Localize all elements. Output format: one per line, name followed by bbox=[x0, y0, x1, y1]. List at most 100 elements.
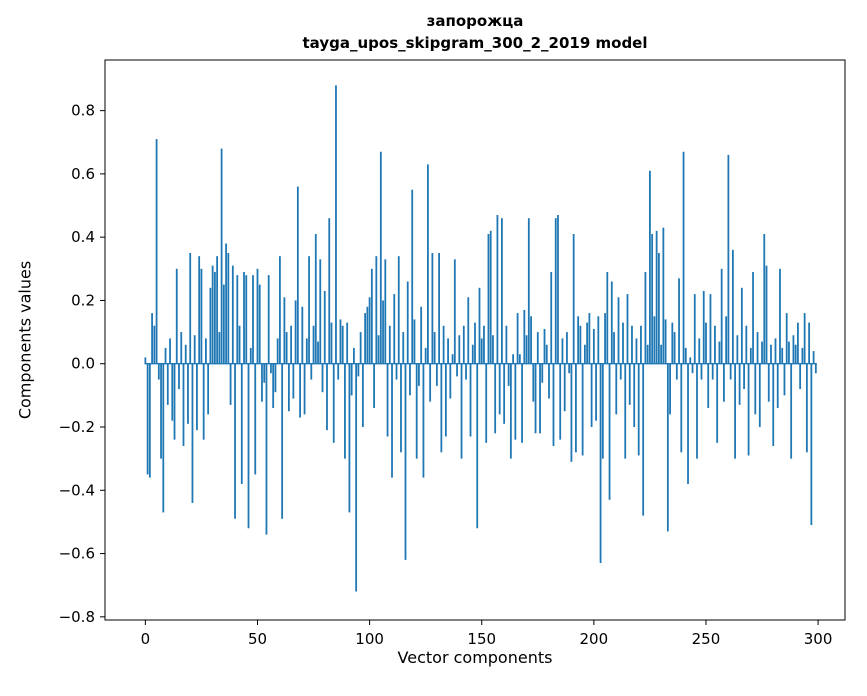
bar bbox=[453, 259, 456, 364]
bar bbox=[581, 363, 584, 456]
bar bbox=[388, 325, 391, 364]
bar bbox=[236, 275, 239, 364]
bar bbox=[619, 363, 622, 380]
bar bbox=[220, 148, 223, 364]
bar bbox=[599, 363, 602, 564]
bar bbox=[458, 335, 461, 364]
bar bbox=[743, 363, 745, 390]
bar bbox=[310, 363, 313, 380]
bar bbox=[375, 256, 378, 364]
bar bbox=[440, 363, 443, 453]
bar bbox=[487, 234, 490, 364]
bar bbox=[545, 344, 548, 364]
bar bbox=[182, 363, 185, 446]
bar-series bbox=[144, 85, 817, 592]
bar bbox=[761, 341, 763, 364]
bar bbox=[292, 363, 295, 399]
bar bbox=[814, 363, 817, 374]
bar bbox=[471, 344, 474, 364]
bar bbox=[740, 287, 743, 364]
bar bbox=[153, 325, 156, 364]
y-tick-label: 0.4 bbox=[71, 228, 95, 246]
bar bbox=[617, 297, 620, 364]
bar bbox=[649, 170, 651, 364]
x-tick-label: 200 bbox=[580, 630, 609, 648]
bar bbox=[294, 300, 297, 364]
bar bbox=[469, 363, 472, 437]
bar bbox=[444, 363, 447, 437]
bar bbox=[234, 363, 236, 519]
bar bbox=[166, 363, 169, 405]
x-tick-label: 50 bbox=[248, 630, 267, 648]
bar bbox=[438, 252, 441, 364]
x-tick-label: 0 bbox=[141, 630, 151, 648]
bar bbox=[509, 363, 512, 459]
y-tick-label: 0.6 bbox=[71, 165, 95, 183]
y-tick-label: 0.2 bbox=[71, 291, 95, 309]
chart-title-line1: запорожца bbox=[426, 12, 524, 30]
bar bbox=[783, 363, 786, 396]
bar bbox=[274, 363, 277, 393]
bar bbox=[691, 363, 694, 374]
bar bbox=[758, 363, 761, 428]
bar bbox=[492, 335, 494, 364]
bar bbox=[402, 332, 405, 364]
bar bbox=[222, 284, 225, 364]
bar bbox=[525, 335, 528, 364]
bar bbox=[460, 363, 463, 459]
bar bbox=[583, 344, 586, 364]
bar bbox=[301, 306, 304, 364]
bar bbox=[635, 338, 638, 364]
bar bbox=[570, 363, 573, 462]
bar bbox=[559, 363, 562, 440]
bar bbox=[610, 281, 613, 364]
bar bbox=[272, 363, 275, 409]
bar bbox=[738, 363, 741, 405]
bar bbox=[723, 363, 725, 402]
bar bbox=[429, 363, 432, 402]
bar bbox=[391, 363, 393, 478]
bar bbox=[799, 363, 802, 390]
bar bbox=[229, 363, 232, 405]
bar bbox=[162, 363, 165, 513]
bar bbox=[373, 363, 375, 409]
bar bbox=[148, 363, 151, 478]
bar bbox=[554, 218, 557, 364]
bar bbox=[613, 332, 615, 364]
bar bbox=[563, 363, 566, 412]
bar bbox=[451, 354, 454, 364]
bar bbox=[344, 363, 346, 459]
bar bbox=[705, 322, 707, 364]
bar bbox=[586, 322, 589, 364]
bar bbox=[209, 287, 212, 364]
bar bbox=[175, 268, 178, 364]
bar bbox=[283, 297, 286, 364]
bar bbox=[521, 363, 523, 443]
bar bbox=[633, 363, 636, 428]
bar bbox=[384, 259, 387, 364]
bar bbox=[756, 332, 759, 364]
y-tick-label: −0.6 bbox=[59, 545, 95, 563]
bar bbox=[790, 363, 793, 459]
bar bbox=[568, 363, 571, 374]
bar bbox=[433, 332, 436, 364]
bar bbox=[729, 363, 732, 380]
bar bbox=[184, 344, 187, 364]
bar bbox=[566, 332, 568, 364]
bar bbox=[151, 313, 153, 364]
bar bbox=[801, 347, 804, 364]
bar bbox=[321, 363, 324, 393]
bar bbox=[682, 151, 685, 364]
bar bbox=[240, 363, 243, 484]
bar bbox=[749, 347, 752, 364]
bar bbox=[536, 332, 539, 364]
bar bbox=[734, 363, 737, 459]
x-tick-label: 150 bbox=[467, 630, 496, 648]
bar bbox=[189, 252, 192, 364]
bar bbox=[178, 363, 180, 390]
bar bbox=[763, 234, 766, 364]
bar bbox=[449, 363, 452, 399]
bar bbox=[337, 363, 340, 380]
bar bbox=[657, 252, 660, 364]
bar bbox=[505, 325, 508, 364]
